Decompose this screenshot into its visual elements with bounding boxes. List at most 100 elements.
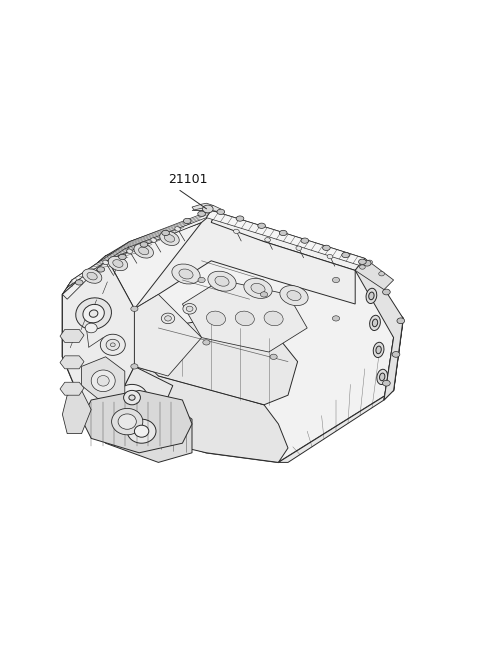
Ellipse shape [264, 311, 283, 325]
Ellipse shape [85, 323, 97, 333]
Polygon shape [60, 382, 84, 395]
Ellipse shape [75, 279, 83, 285]
Ellipse shape [373, 342, 384, 358]
Ellipse shape [258, 223, 265, 228]
Ellipse shape [83, 304, 104, 323]
Ellipse shape [198, 211, 205, 216]
Ellipse shape [124, 390, 140, 405]
Ellipse shape [131, 306, 138, 312]
Ellipse shape [332, 277, 340, 283]
Polygon shape [91, 395, 192, 462]
Polygon shape [192, 203, 214, 211]
Ellipse shape [369, 292, 374, 300]
Ellipse shape [106, 339, 120, 350]
Ellipse shape [367, 260, 372, 264]
Polygon shape [86, 367, 173, 434]
Ellipse shape [377, 369, 387, 384]
Ellipse shape [327, 255, 333, 258]
Ellipse shape [287, 291, 301, 300]
Polygon shape [182, 280, 307, 352]
Ellipse shape [175, 227, 180, 231]
Ellipse shape [161, 313, 175, 323]
Ellipse shape [179, 269, 193, 279]
Ellipse shape [127, 419, 156, 443]
Ellipse shape [260, 292, 268, 297]
Ellipse shape [332, 316, 340, 321]
Polygon shape [125, 367, 288, 462]
Ellipse shape [165, 316, 171, 321]
Ellipse shape [139, 247, 149, 255]
Ellipse shape [83, 269, 102, 283]
Polygon shape [355, 258, 394, 289]
Ellipse shape [397, 318, 405, 323]
Ellipse shape [244, 278, 272, 298]
Ellipse shape [301, 238, 309, 243]
Polygon shape [202, 211, 365, 270]
Ellipse shape [359, 259, 366, 264]
Ellipse shape [206, 311, 226, 325]
Ellipse shape [363, 260, 371, 266]
Ellipse shape [151, 238, 156, 242]
Polygon shape [134, 211, 355, 309]
Polygon shape [82, 390, 192, 453]
Polygon shape [67, 211, 211, 287]
Ellipse shape [129, 395, 135, 400]
Ellipse shape [215, 276, 229, 286]
Ellipse shape [97, 375, 109, 386]
Ellipse shape [140, 242, 148, 247]
Ellipse shape [183, 218, 191, 224]
Polygon shape [62, 256, 134, 415]
Polygon shape [82, 357, 125, 405]
Polygon shape [60, 329, 84, 342]
Ellipse shape [100, 335, 125, 356]
Ellipse shape [323, 245, 330, 251]
Ellipse shape [296, 246, 301, 251]
Ellipse shape [76, 298, 111, 329]
Polygon shape [355, 258, 403, 400]
Polygon shape [355, 266, 403, 400]
Ellipse shape [160, 231, 179, 245]
Polygon shape [62, 222, 403, 462]
Polygon shape [60, 356, 84, 369]
Ellipse shape [370, 316, 380, 331]
Text: 21101: 21101 [168, 173, 207, 186]
Polygon shape [62, 211, 216, 299]
Polygon shape [206, 211, 365, 266]
Ellipse shape [217, 209, 225, 215]
Ellipse shape [360, 265, 365, 269]
Polygon shape [192, 205, 221, 212]
Ellipse shape [127, 249, 132, 253]
Ellipse shape [236, 216, 244, 221]
Ellipse shape [119, 255, 126, 260]
Ellipse shape [118, 414, 136, 429]
Polygon shape [278, 258, 403, 462]
Polygon shape [134, 295, 202, 376]
Ellipse shape [97, 267, 105, 272]
Ellipse shape [113, 260, 123, 268]
Ellipse shape [366, 288, 377, 304]
Ellipse shape [342, 253, 349, 258]
Ellipse shape [131, 364, 138, 369]
Ellipse shape [91, 370, 115, 392]
Ellipse shape [108, 256, 128, 271]
Ellipse shape [392, 352, 400, 358]
Ellipse shape [203, 205, 213, 213]
Ellipse shape [279, 230, 287, 236]
Ellipse shape [379, 272, 384, 276]
Ellipse shape [117, 384, 148, 411]
Polygon shape [134, 318, 298, 405]
Ellipse shape [203, 340, 210, 345]
Ellipse shape [134, 244, 154, 258]
Ellipse shape [103, 260, 108, 264]
Ellipse shape [172, 264, 200, 284]
Ellipse shape [251, 283, 265, 293]
Ellipse shape [134, 425, 149, 437]
Ellipse shape [162, 230, 169, 236]
Ellipse shape [383, 380, 390, 386]
Ellipse shape [270, 354, 277, 359]
Ellipse shape [89, 310, 98, 318]
Ellipse shape [111, 409, 143, 435]
Ellipse shape [198, 277, 205, 283]
Ellipse shape [164, 234, 175, 242]
Ellipse shape [383, 289, 390, 295]
